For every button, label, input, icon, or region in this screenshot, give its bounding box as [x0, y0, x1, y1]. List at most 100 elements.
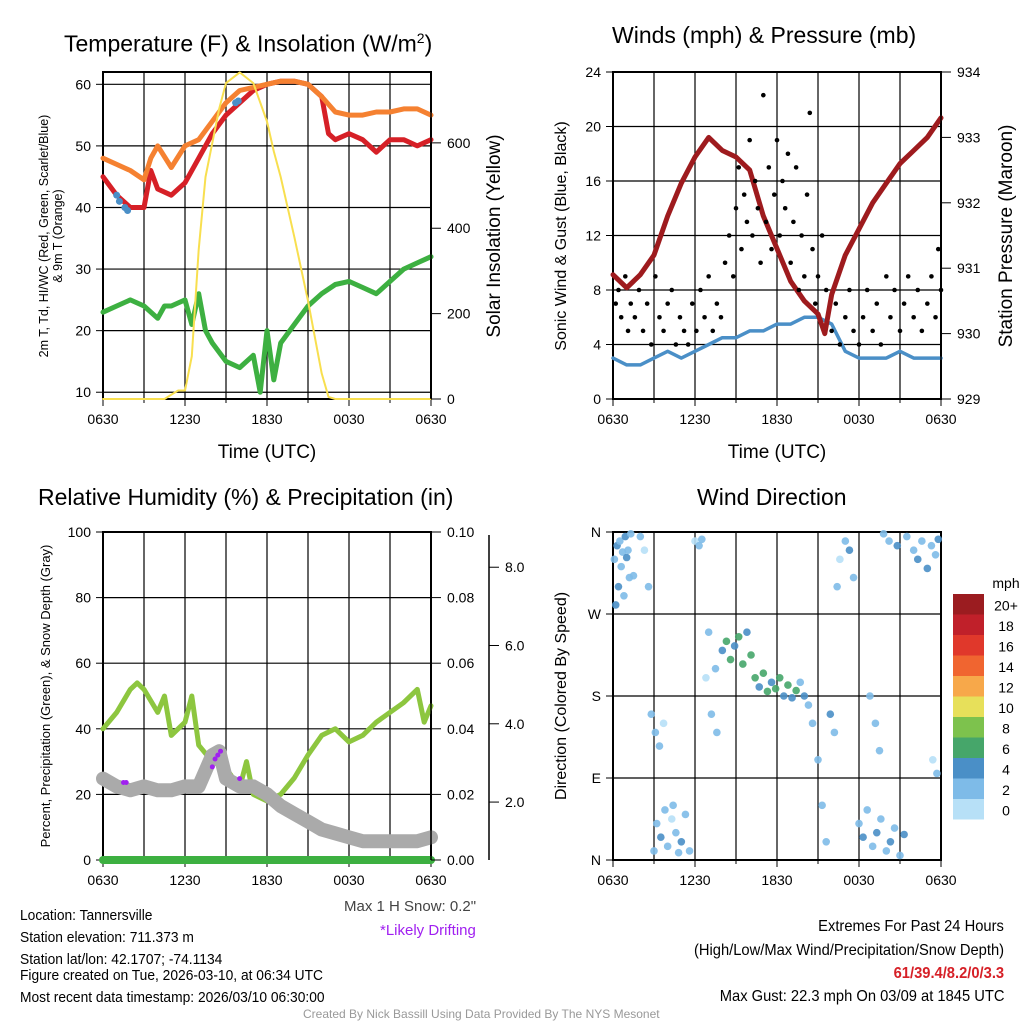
- direction-point: [743, 628, 751, 637]
- direction-point: [836, 555, 844, 564]
- gust-point: [636, 287, 642, 293]
- title-paren: ): [424, 30, 433, 57]
- gust-point: [888, 314, 893, 320]
- created: Figure created on Tue, 2026-03-10, at 06…: [20, 967, 324, 984]
- gust-point: [823, 287, 829, 293]
- direction-point: [830, 728, 839, 737]
- gust-point: [870, 328, 875, 334]
- elevation: Station elevation: 711.373 m: [20, 929, 194, 946]
- direction-point: [879, 530, 888, 538]
- gust-point: [702, 314, 707, 320]
- solar-axis-tick-label: 600: [447, 135, 471, 151]
- direction-point: [739, 660, 747, 668]
- direction-point: [875, 746, 884, 755]
- gust-point: [628, 301, 634, 306]
- gust-point: [793, 165, 799, 170]
- gust-point: [929, 274, 934, 279]
- direction-point: [818, 801, 826, 810]
- x-tick-label: 0630: [87, 872, 118, 888]
- y-tick-label: 60: [75, 655, 91, 671]
- gust-point: [694, 328, 699, 334]
- y-tick-label: 40: [75, 721, 91, 737]
- max-gust: Max Gust: 22.3 mph On 03/09 at 1845 UTC: [719, 988, 1004, 1005]
- gust-point: [685, 342, 691, 347]
- x-tick-label: 1230: [169, 872, 200, 888]
- colorbar-label: 14: [998, 659, 1014, 675]
- direction-point: [629, 571, 638, 580]
- y2-axis-label: Solar Insolation (Yellow): [484, 134, 505, 337]
- direction-point: [636, 532, 645, 541]
- precip-axis-tick-label: 0.02: [447, 786, 474, 802]
- gust-point: [788, 260, 793, 266]
- colorbar-bin: [953, 758, 984, 779]
- gust-point: [791, 219, 796, 225]
- direction-point: [841, 537, 850, 545]
- series-sonic-wind: [611, 315, 943, 367]
- direction-point: [755, 683, 764, 691]
- precip-axis-tick-label: 0.04: [447, 721, 474, 737]
- direction-point: [934, 535, 943, 544]
- direction-point: [759, 669, 768, 678]
- gust-point: [736, 165, 742, 170]
- pressure-axis-tick-label: 933: [957, 129, 981, 145]
- gust-point: [741, 192, 747, 197]
- gust-point: [739, 246, 744, 252]
- max-snow-label: Max 1 H Snow: 0.2": [344, 898, 477, 915]
- pressure-axis-tick-label: 931: [957, 260, 981, 276]
- colorbar-bin: [953, 778, 984, 799]
- y-tick-label: S: [592, 688, 601, 704]
- direction-point: [771, 684, 780, 693]
- y2-axis-label: Station Pressure (Maroon): [996, 125, 1017, 348]
- direction-point: [685, 847, 694, 855]
- direction-point: [927, 541, 936, 550]
- direction-point: [726, 655, 735, 664]
- gust-point: [714, 301, 720, 306]
- gust-point: [681, 328, 687, 334]
- direction-point: [893, 541, 902, 550]
- drifting-point: [237, 776, 243, 782]
- solar-axis-tick-label: 400: [447, 220, 471, 236]
- gust-point: [782, 205, 788, 211]
- direction-point: [626, 530, 635, 538]
- direction-point: [918, 537, 926, 545]
- direction-point: [804, 701, 813, 709]
- y-axis-label-2: & 9m T (Orange): [51, 189, 65, 282]
- x-axis-label: Time (UTC): [728, 442, 827, 463]
- x-tick-label: 0030: [843, 872, 874, 888]
- colorbar-label: 8: [1002, 721, 1010, 737]
- direction-point: [698, 535, 706, 544]
- y-tick-label: 0: [593, 391, 601, 407]
- gust-point: [819, 233, 825, 238]
- gust-point: [706, 274, 711, 279]
- gust-point: [653, 274, 658, 279]
- drifting-point: [123, 780, 129, 786]
- x-tick-label: 0030: [333, 872, 364, 888]
- direction-point: [718, 646, 727, 655]
- x-tick-label: 1230: [679, 411, 710, 427]
- gust-point: [726, 233, 732, 238]
- snow-axis-tick-label: 4.0: [505, 716, 525, 732]
- direction-point: [868, 842, 877, 851]
- y-tick-label: 50: [75, 138, 91, 154]
- colorbar-label: 4: [1002, 762, 1010, 778]
- pressure-axis-tick-label: 930: [957, 326, 981, 342]
- latlon: Station lat/lon: 42.1707; -74.1134: [20, 951, 223, 968]
- direction-panel-title: Wind Direction: [697, 484, 847, 510]
- direction-point: [674, 848, 683, 857]
- y-tick-label: 20: [75, 323, 91, 339]
- direction-point: [822, 837, 830, 846]
- gust-point: [763, 219, 769, 225]
- gust-point: [785, 151, 791, 157]
- direction-point: [614, 582, 623, 591]
- y-tick-label: 24: [585, 64, 601, 80]
- y-tick-label: 4: [593, 337, 601, 353]
- y-tick-label: 0: [83, 852, 91, 868]
- direction-point: [933, 769, 941, 778]
- direction-point: [734, 632, 743, 641]
- gust-point: [837, 342, 843, 347]
- direction-point: [695, 541, 703, 550]
- direction-point: [624, 546, 632, 555]
- gust-point: [640, 328, 646, 334]
- gust-point: [878, 342, 884, 347]
